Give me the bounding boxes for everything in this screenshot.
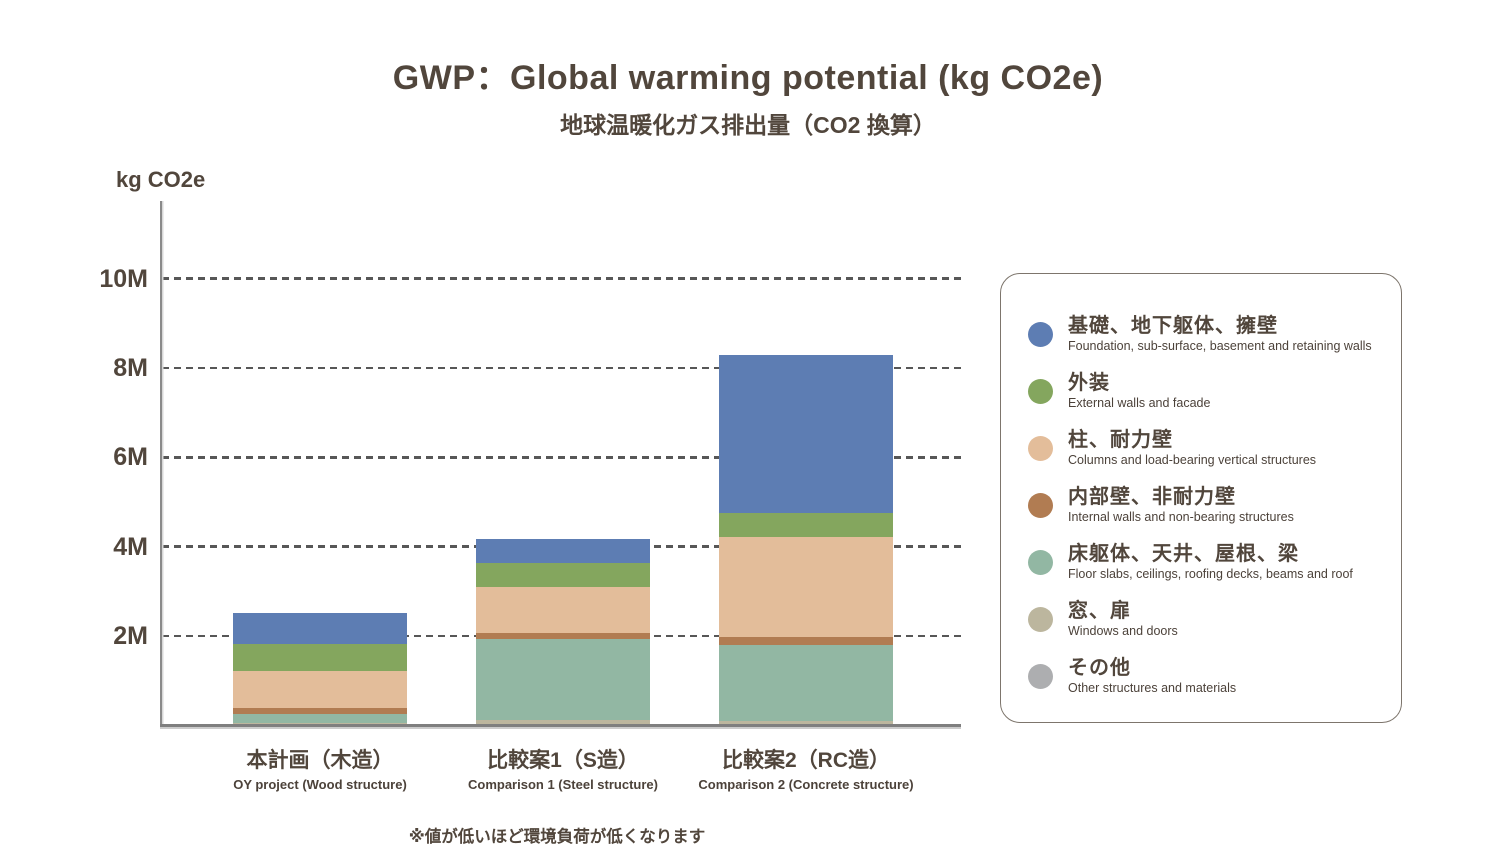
- chart-subtitle: 地球温暖化ガス排出量（CO2 換算）: [560, 112, 936, 138]
- y-axis-unit-label: kg CO2e: [116, 167, 206, 192]
- legend-label-en-floor-slabs: Floor slabs, ceilings, roofing decks, be…: [1068, 567, 1353, 581]
- gridline-6M: [162, 456, 961, 459]
- legend-panel: 基礎、地下躯体、擁壁 Foundation, sub-surface, basem…: [1000, 273, 1402, 723]
- legend-item-columns: 柱、耐力壁 Columns and load-bearing vertical s…: [1001, 420, 1401, 477]
- y-tick-label-10M: 10M: [99, 264, 148, 293]
- chart-title: GWP：Global warming potential (kg CO2e): [392, 59, 1104, 97]
- legend-label-en-other: Other structures and materials: [1068, 681, 1237, 695]
- y-tick-label-8M: 8M: [113, 353, 148, 382]
- bar-3-segment-internal-walls: [719, 637, 893, 646]
- legend-swatch-floor-slabs-icon: [1028, 550, 1053, 575]
- legend-label-en-foundation: Foundation, sub-surface, basement and re…: [1068, 339, 1372, 353]
- legend-label-jp-internal-walls: 内部壁、非耐力壁: [1068, 486, 1236, 508]
- legend-label-jp-other: その他: [1068, 657, 1131, 679]
- category-label-jp-2: 比較案1（S造）: [487, 749, 639, 772]
- bar-3-segment-foundation: [719, 354, 893, 513]
- bar-2-segment-windows-doors: [476, 720, 650, 726]
- y-axis-line: [160, 201, 162, 727]
- bar-2-segment-external-walls: [476, 562, 650, 587]
- legend-text-foundation: 基礎、地下躯体、擁壁 Foundation, sub-surface, basem…: [1068, 315, 1372, 354]
- legend-item-foundation: 基礎、地下躯体、擁壁 Foundation, sub-surface, basem…: [1001, 306, 1401, 363]
- bar-2-segment-floor-slabs: [476, 638, 650, 721]
- legend-text-windows-doors: 窓、扉 Windows and doors: [1068, 600, 1178, 639]
- category-label-jp-1: 本計画（木造）: [246, 749, 394, 772]
- bar-3-segment-floor-slabs: [719, 645, 893, 722]
- legend-swatch-internal-walls-icon: [1028, 493, 1053, 518]
- bar-1-segment-floor-slabs: [233, 713, 407, 724]
- legend-label-en-columns: Columns and load-bearing vertical struct…: [1068, 453, 1317, 467]
- bar-3-segment-windows-doors: [719, 721, 893, 726]
- legend-text-external-walls: 外装 External walls and facade: [1068, 372, 1210, 411]
- legend-label-jp-foundation: 基礎、地下躯体、擁壁: [1068, 315, 1278, 337]
- gridline-10M: [162, 277, 961, 280]
- bar-3: [719, 354, 893, 726]
- legend-text-internal-walls: 内部壁、非耐力壁 Internal walls and non-bearing s…: [1068, 486, 1294, 525]
- legend-text-other: その他 Other structures and materials: [1068, 657, 1236, 696]
- x-axis-line: [160, 724, 961, 727]
- legend-swatch-external-walls-icon: [1028, 379, 1053, 404]
- legend-label-jp-external-walls: 外装: [1068, 372, 1110, 394]
- legend-swatch-windows-doors-icon: [1028, 607, 1053, 632]
- legend-label-en-internal-walls: Internal walls and non-bearing structure…: [1068, 510, 1294, 524]
- y-tick-label-4M: 4M: [113, 532, 148, 561]
- bar-2-segment-internal-walls: [476, 632, 650, 639]
- bar-1-segment-foundation: [233, 613, 407, 644]
- y-tick-label-6M: 6M: [113, 443, 148, 472]
- y-tick-label-2M: 2M: [113, 622, 148, 651]
- legend-swatch-other-icon: [1028, 664, 1053, 689]
- legend-label-en-windows-doors: Windows and doors: [1068, 624, 1178, 638]
- bar-1-segment-internal-walls: [233, 708, 407, 714]
- category-label-en-2: Comparison 1 (Steel structure): [468, 777, 658, 792]
- legend-text-columns: 柱、耐力壁 Columns and load-bearing vertical s…: [1068, 429, 1316, 468]
- gridline-8M: [162, 366, 961, 370]
- legend-item-other: その他 Other structures and materials: [1001, 648, 1401, 705]
- footnote: ※値が低いほど環境負荷が低くなります: [408, 828, 706, 846]
- bar-3-segment-columns: [719, 537, 893, 638]
- legend-swatch-foundation-icon: [1028, 322, 1053, 347]
- category-label-en-3: Comparison 2 (Concrete structure): [698, 777, 914, 792]
- bar-2-segment-columns: [476, 586, 650, 633]
- legend-item-windows-doors: 窓、扉 Windows and doors: [1001, 591, 1401, 648]
- category-label-jp-3: 比較案2（RC造）: [721, 749, 890, 772]
- legend-text-floor-slabs: 床躯体、天井、屋根、梁 Floor slabs, ceilings, roofin…: [1068, 543, 1353, 582]
- bar-2: [476, 539, 650, 726]
- bar-3-segment-external-walls: [719, 512, 893, 538]
- legend-item-floor-slabs: 床躯体、天井、屋根、梁 Floor slabs, ceilings, roofin…: [1001, 534, 1401, 591]
- legend-item-internal-walls: 内部壁、非耐力壁 Internal walls and non-bearing s…: [1001, 477, 1401, 534]
- bar-1: [233, 613, 407, 726]
- legend-label-en-external-walls: External walls and facade: [1068, 396, 1211, 410]
- category-label-en-1: OY project (Wood structure): [233, 777, 407, 792]
- bar-1-segment-external-walls: [233, 643, 407, 671]
- legend-item-external-walls: 外装 External walls and facade: [1001, 363, 1401, 420]
- legend-swatch-columns-icon: [1028, 436, 1053, 461]
- legend-label-jp-columns: 柱、耐力壁: [1068, 429, 1173, 451]
- bar-1-segment-columns: [233, 671, 407, 709]
- bar-2-segment-foundation: [476, 539, 650, 563]
- legend-label-jp-floor-slabs: 床躯体、天井、屋根、梁: [1068, 543, 1299, 565]
- legend-label-jp-windows-doors: 窓、扉: [1068, 600, 1131, 622]
